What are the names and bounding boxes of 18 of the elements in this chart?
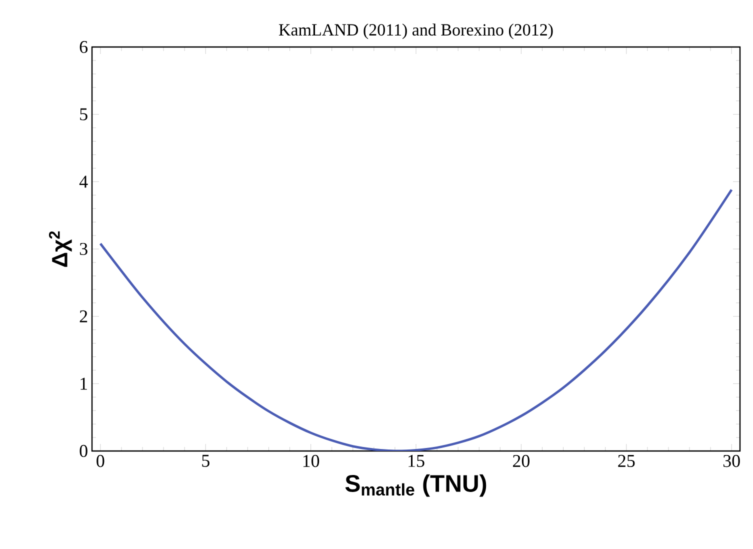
x-tick-label: 15	[408, 454, 424, 467]
y-tick-label: 2	[80, 310, 88, 322]
x-tick-label: 0	[96, 454, 104, 468]
chart-title: KamLAND (2011) and Borexino (2012)	[278, 24, 553, 40]
x-tick-label: 10	[303, 454, 320, 468]
x-tick-label: 25	[618, 454, 635, 468]
y-axis-title: Δχ$^{2}$	[48, 231, 72, 267]
x-tick-label: 20	[512, 454, 530, 468]
y-tick-label: 3	[80, 242, 88, 256]
line-series	[99, 188, 733, 451]
y-tick-label: 6	[80, 40, 88, 54]
x-tick-label: 5	[202, 454, 210, 467]
y-tick-label: 4	[79, 176, 88, 188]
y-tick-label: 5	[80, 108, 88, 120]
x-tick-label: 30	[723, 454, 740, 468]
y-tick-label: 1	[80, 378, 87, 390]
x-axis-title: S$_{mantle}$ (TNU)	[345, 474, 486, 497]
y-tick-label: 0	[80, 444, 88, 458]
